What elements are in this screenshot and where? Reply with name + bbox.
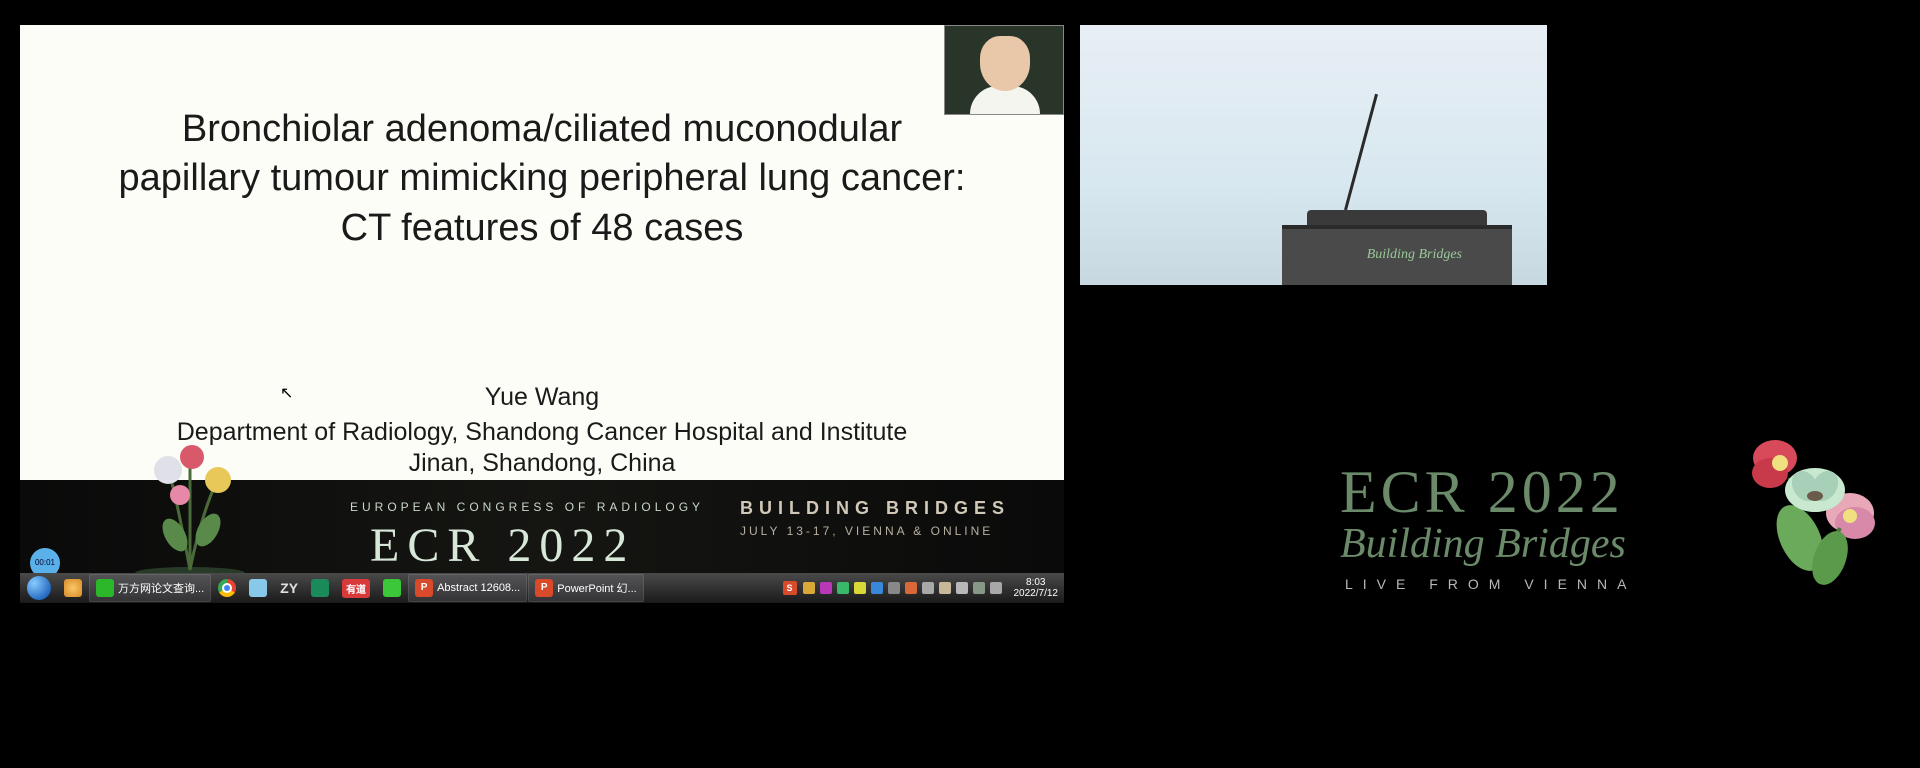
app-icon (383, 579, 401, 597)
tray-status-icon[interactable] (888, 582, 900, 594)
taskbar-clock[interactable]: 8:03 2022/7/12 (1014, 577, 1059, 599)
app-text-icon: ZY (280, 580, 298, 596)
app-icon (311, 579, 329, 597)
tray-status-icon[interactable] (939, 582, 951, 594)
slide-author: Yue Wang (20, 383, 1064, 412)
microphone-icon (1344, 94, 1378, 211)
windows-orb-icon (27, 576, 51, 600)
taskbar-app-button[interactable] (212, 574, 242, 602)
footer-congress-label: EUROPEAN CONGRESS OF RADIOLOGY (350, 500, 704, 514)
tray-status-icon[interactable] (854, 582, 866, 594)
slide-footer-brand: EUROPEAN CONGRESS OF RADIOLOGY ECR 2022 … (20, 480, 1064, 575)
brand-subtitle: LIVE FROM VIENNA (1345, 576, 1636, 592)
clock-date: 2022/7/12 (1014, 588, 1059, 599)
taskbar-app-button[interactable]: 万方网论文查询... (89, 574, 211, 602)
chrome-icon (218, 579, 236, 597)
app-icon (96, 579, 114, 597)
taskbar-app-label: Abstract 12608... (437, 582, 520, 594)
brand-logo-text: ECR 2022 (1340, 458, 1624, 527)
lectern: Building Bridges (1282, 225, 1512, 285)
brand-tagline: Building Bridges (1340, 520, 1626, 568)
taskbar-app-label: 万方网论文查询... (118, 580, 204, 596)
tray-status-icon[interactable] (973, 582, 985, 594)
system-tray[interactable]: S 8:03 2022/7/12 (783, 577, 1065, 599)
room-camera-view: Building Bridges (1080, 25, 1547, 285)
flowers-illustration (120, 425, 260, 575)
tray-status-icon[interactable] (803, 582, 815, 594)
app-icon (64, 579, 82, 597)
taskbar-app-button[interactable]: PPowerPoint 幻... (528, 574, 643, 602)
windows-taskbar[interactable]: 万方网论文查询...ZY有道PAbstract 12608...PPowerPo… (20, 573, 1064, 603)
taskbar-app-button[interactable]: ZY (274, 574, 304, 602)
brand-flower-illustration (1720, 418, 1900, 588)
tray-status-icon[interactable] (820, 582, 832, 594)
taskbar-app-button[interactable] (243, 574, 273, 602)
presenter-face-shape (980, 36, 1030, 91)
taskbar-app-button[interactable] (377, 574, 407, 602)
tray-status-icon[interactable] (871, 582, 883, 594)
taskbar-app-button[interactable]: P Abstract 12608... (408, 574, 527, 602)
tray-status-icon[interactable] (837, 582, 849, 594)
app-icon (249, 579, 267, 597)
mouse-cursor-icon: ↖ (280, 383, 293, 403)
tray-status-icon[interactable] (990, 582, 1002, 594)
taskbar-app-button[interactable]: 有道 (336, 574, 376, 602)
taskbar-app-button[interactable] (305, 574, 335, 602)
input-method-icon[interactable]: S (783, 581, 797, 595)
footer-tagline: BUILDING BRIDGES (740, 498, 1010, 519)
youdao-icon: 有道 (342, 579, 370, 598)
footer-ecr-logo: ECR 2022 (370, 518, 635, 573)
clock-time: 8:03 (1014, 577, 1059, 588)
lectern-label: Building Bridges (1367, 247, 1462, 263)
tray-status-icon[interactable] (956, 582, 968, 594)
taskbar-app-label: PowerPoint 幻... (557, 580, 636, 596)
event-branding: ECR 2022 Building Bridges LIVE FROM VIEN… (1340, 458, 1900, 618)
footer-dates: JULY 13-17, VIENNA & ONLINE (740, 524, 993, 538)
start-button[interactable] (20, 573, 58, 603)
powerpoint-icon: P (535, 579, 553, 597)
powerpoint-icon: P (415, 579, 433, 597)
tray-status-icon[interactable] (922, 582, 934, 594)
taskbar-pinned-icon[interactable] (58, 574, 88, 602)
presenter-webcam (944, 25, 1064, 115)
tray-status-icon[interactable] (905, 582, 917, 594)
slide-title: Bronchiolar adenoma/ciliated muconodular… (20, 105, 1064, 253)
